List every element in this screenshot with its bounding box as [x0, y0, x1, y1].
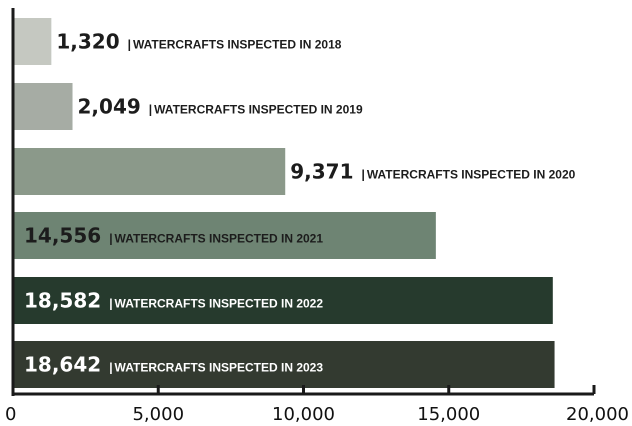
x-axis-ticks: 0 5,000 10,000 15,000 20,000: [5, 385, 629, 425]
bar-label-2018: 1,320 | WATERCRAFTS INSPECTED IN 2018: [56, 30, 341, 54]
bar-label-2019: 2,049 | WATERCRAFTS INSPECTED IN 2019: [78, 95, 363, 119]
bar-2019: [14, 83, 73, 130]
x-tick-label: 15,000: [417, 404, 480, 425]
bar-2018: [14, 18, 52, 65]
value-label: 9,371: [290, 160, 353, 184]
bar-label-2020: 9,371 | WATERCRAFTS INSPECTED IN 2020: [290, 160, 575, 184]
separator: |: [361, 168, 364, 182]
separator: |: [109, 361, 112, 375]
bar-label-2023: 18,642 | WATERCRAFTS INSPECTED IN 2023: [24, 353, 323, 377]
bar-2020: [14, 148, 286, 195]
value-label: 1,320: [56, 30, 119, 54]
separator: |: [109, 232, 112, 246]
value-label: 18,582: [24, 289, 101, 313]
separator: |: [128, 38, 131, 52]
description-label: WATERCRAFTS INSPECTED IN 2018: [133, 38, 342, 52]
description-label: WATERCRAFTS INSPECTED IN 2023: [115, 361, 324, 375]
bar-label-2022: 18,582 | WATERCRAFTS INSPECTED IN 2022: [24, 289, 323, 313]
x-tick-label: 10,000: [272, 404, 335, 425]
x-tick-label: 20,000: [566, 404, 629, 425]
bar-2021: [14, 212, 436, 259]
bars-group: [14, 18, 555, 388]
value-label: 2,049: [78, 95, 141, 119]
bar-labels-group: 1,320 | WATERCRAFTS INSPECTED IN 20182,049…: [24, 30, 576, 377]
x-tick-label: 0: [5, 404, 16, 425]
description-label: WATERCRAFTS INSPECTED IN 2020: [367, 168, 576, 182]
description-label: WATERCRAFTS INSPECTED IN 2021: [115, 232, 324, 246]
x-tick-label: 5,000: [132, 404, 184, 425]
value-label: 14,556: [24, 224, 101, 248]
description-label: WATERCRAFTS INSPECTED IN 2019: [154, 103, 363, 117]
bar-2023: [14, 341, 555, 388]
separator: |: [149, 103, 152, 117]
bar-label-2021: 14,556 | WATERCRAFTS INSPECTED IN 2021: [24, 224, 323, 248]
value-label: 18,642: [24, 353, 101, 377]
bar-2022: [14, 277, 553, 324]
separator: |: [109, 297, 112, 311]
description-label: WATERCRAFTS INSPECTED IN 2022: [115, 297, 324, 311]
